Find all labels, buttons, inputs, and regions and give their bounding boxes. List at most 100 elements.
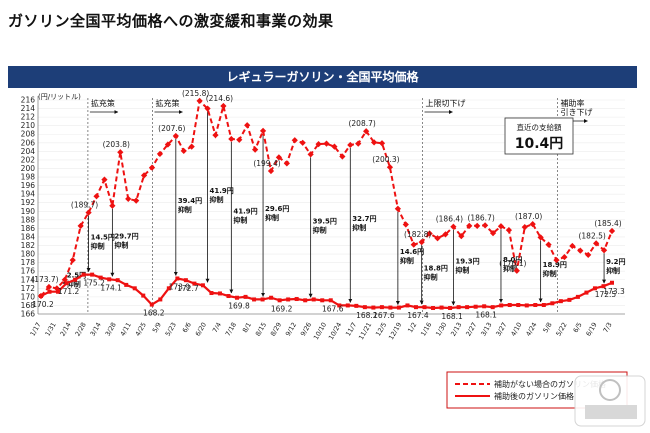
peak-label: (186.7)	[467, 213, 494, 222]
data-point	[158, 297, 163, 302]
low-label: 169.8	[228, 302, 250, 311]
low-label: 172.7	[177, 284, 199, 293]
data-point	[132, 286, 137, 291]
data-point	[39, 294, 43, 299]
x-tick-label: 3/13	[479, 321, 493, 338]
y-tick-label: 196	[21, 181, 36, 190]
data-point	[550, 301, 555, 306]
data-point	[244, 122, 251, 129]
data-point	[337, 303, 342, 308]
effect-label-line: 抑制	[114, 241, 128, 250]
y-tick-label: 206	[21, 138, 36, 147]
data-point	[98, 275, 103, 280]
y-axis-label: (円/リットル)	[38, 93, 81, 101]
data-point	[283, 160, 290, 167]
low-label: 168.2	[143, 309, 165, 318]
phase-label: 拡充策	[155, 98, 179, 108]
x-tick-label: 5/22	[554, 321, 568, 338]
x-tick-label: 8/15	[254, 321, 268, 338]
data-point	[533, 303, 538, 308]
effect-label: 19.3円抑制	[455, 257, 479, 274]
y-tick-label: 180	[21, 250, 36, 259]
effect-label-line: 抑制	[424, 273, 438, 282]
effect-label-line: 8.0円	[503, 256, 522, 264]
data-point	[328, 298, 333, 303]
effect-label-line: 抑制	[233, 215, 247, 224]
x-tick-label: 4/11	[119, 321, 133, 338]
y-tick-label: 186	[21, 224, 36, 233]
data-point	[107, 277, 112, 282]
x-tick-label: 1/31	[44, 321, 58, 338]
x-tick-label: 3/14	[89, 321, 103, 338]
x-tick-label: 6/20	[194, 321, 208, 338]
data-point	[47, 289, 52, 294]
data-point	[507, 303, 512, 308]
x-tick-label: 1/16	[419, 321, 433, 338]
data-point	[371, 305, 376, 310]
data-point	[303, 298, 308, 303]
data-point	[388, 305, 393, 310]
x-tick-label: 5/23	[164, 321, 178, 338]
x-tick-label: 9/26	[299, 321, 313, 338]
effect-label-line: 抑制	[313, 225, 327, 234]
x-tick-label: 4/24	[524, 321, 538, 338]
data-point	[166, 286, 171, 291]
data-point	[204, 105, 211, 112]
low-label: 168.2	[356, 311, 378, 320]
data-point	[482, 304, 487, 309]
data-point	[439, 305, 444, 310]
y-tick-label: 184	[21, 232, 36, 241]
data-point	[77, 222, 84, 229]
effect-label-line: 29.7円	[114, 233, 138, 241]
effect-label-line: 抑制	[178, 205, 192, 214]
phase-label-line: 引き下げ	[560, 108, 592, 117]
peak-label: (182.8)	[404, 230, 431, 239]
peak-label: (207.6)	[158, 124, 185, 133]
x-tick-label: 1/2	[406, 321, 418, 334]
callout-label: 直近の支給額	[517, 122, 562, 132]
data-point	[175, 276, 180, 281]
data-point	[362, 305, 367, 310]
phase-label-line: 拡充策	[155, 98, 179, 108]
data-point	[117, 149, 124, 156]
data-point	[269, 295, 274, 300]
effect-label: 41.9円抑制	[210, 187, 234, 204]
data-point	[236, 136, 243, 143]
peak-label: (182.5)	[578, 231, 605, 240]
low-label: 168.1	[441, 312, 463, 321]
effect-label: 29.7円抑制	[114, 233, 138, 250]
low-label: 169.2	[271, 304, 293, 313]
data-point	[149, 302, 154, 307]
data-point	[456, 305, 461, 310]
data-point	[188, 143, 195, 150]
effect-label-line: 抑制	[606, 266, 620, 275]
phase-label-line: 上限切下げ	[425, 99, 465, 108]
x-tick-label: 10/10	[312, 321, 328, 341]
data-point	[592, 286, 597, 291]
x-tick-label: 8/29	[269, 321, 283, 338]
data-point	[474, 222, 481, 229]
low-label: 168.1	[475, 310, 497, 319]
low-label: 172.5	[595, 290, 617, 299]
y-tick-label: 166	[21, 310, 36, 319]
data-point	[541, 303, 546, 308]
effect-label: 41.9円抑制	[233, 207, 257, 224]
x-tick-label: 2/27	[464, 321, 478, 338]
effect-label-line: 抑制	[455, 265, 469, 274]
low-label: 175.2	[83, 279, 105, 288]
x-tick-label: 11/21	[357, 321, 373, 341]
data-point	[85, 209, 92, 216]
data-point	[490, 305, 495, 310]
effect-label: 39.5円抑制	[313, 217, 337, 234]
y-tick-label: 214	[21, 104, 36, 113]
data-point	[584, 290, 589, 295]
low-label: 173.9	[169, 282, 191, 291]
data-point	[93, 193, 100, 200]
x-tick-label: 2/28	[74, 321, 88, 338]
x-tick-label: 8/1	[241, 321, 253, 334]
x-tick-label: 3/27	[494, 321, 508, 338]
peak-label: (187.0)	[515, 212, 542, 221]
x-tick-label: 5/8	[541, 321, 553, 334]
low-label: 173.3	[603, 287, 625, 296]
data-point	[394, 205, 401, 212]
